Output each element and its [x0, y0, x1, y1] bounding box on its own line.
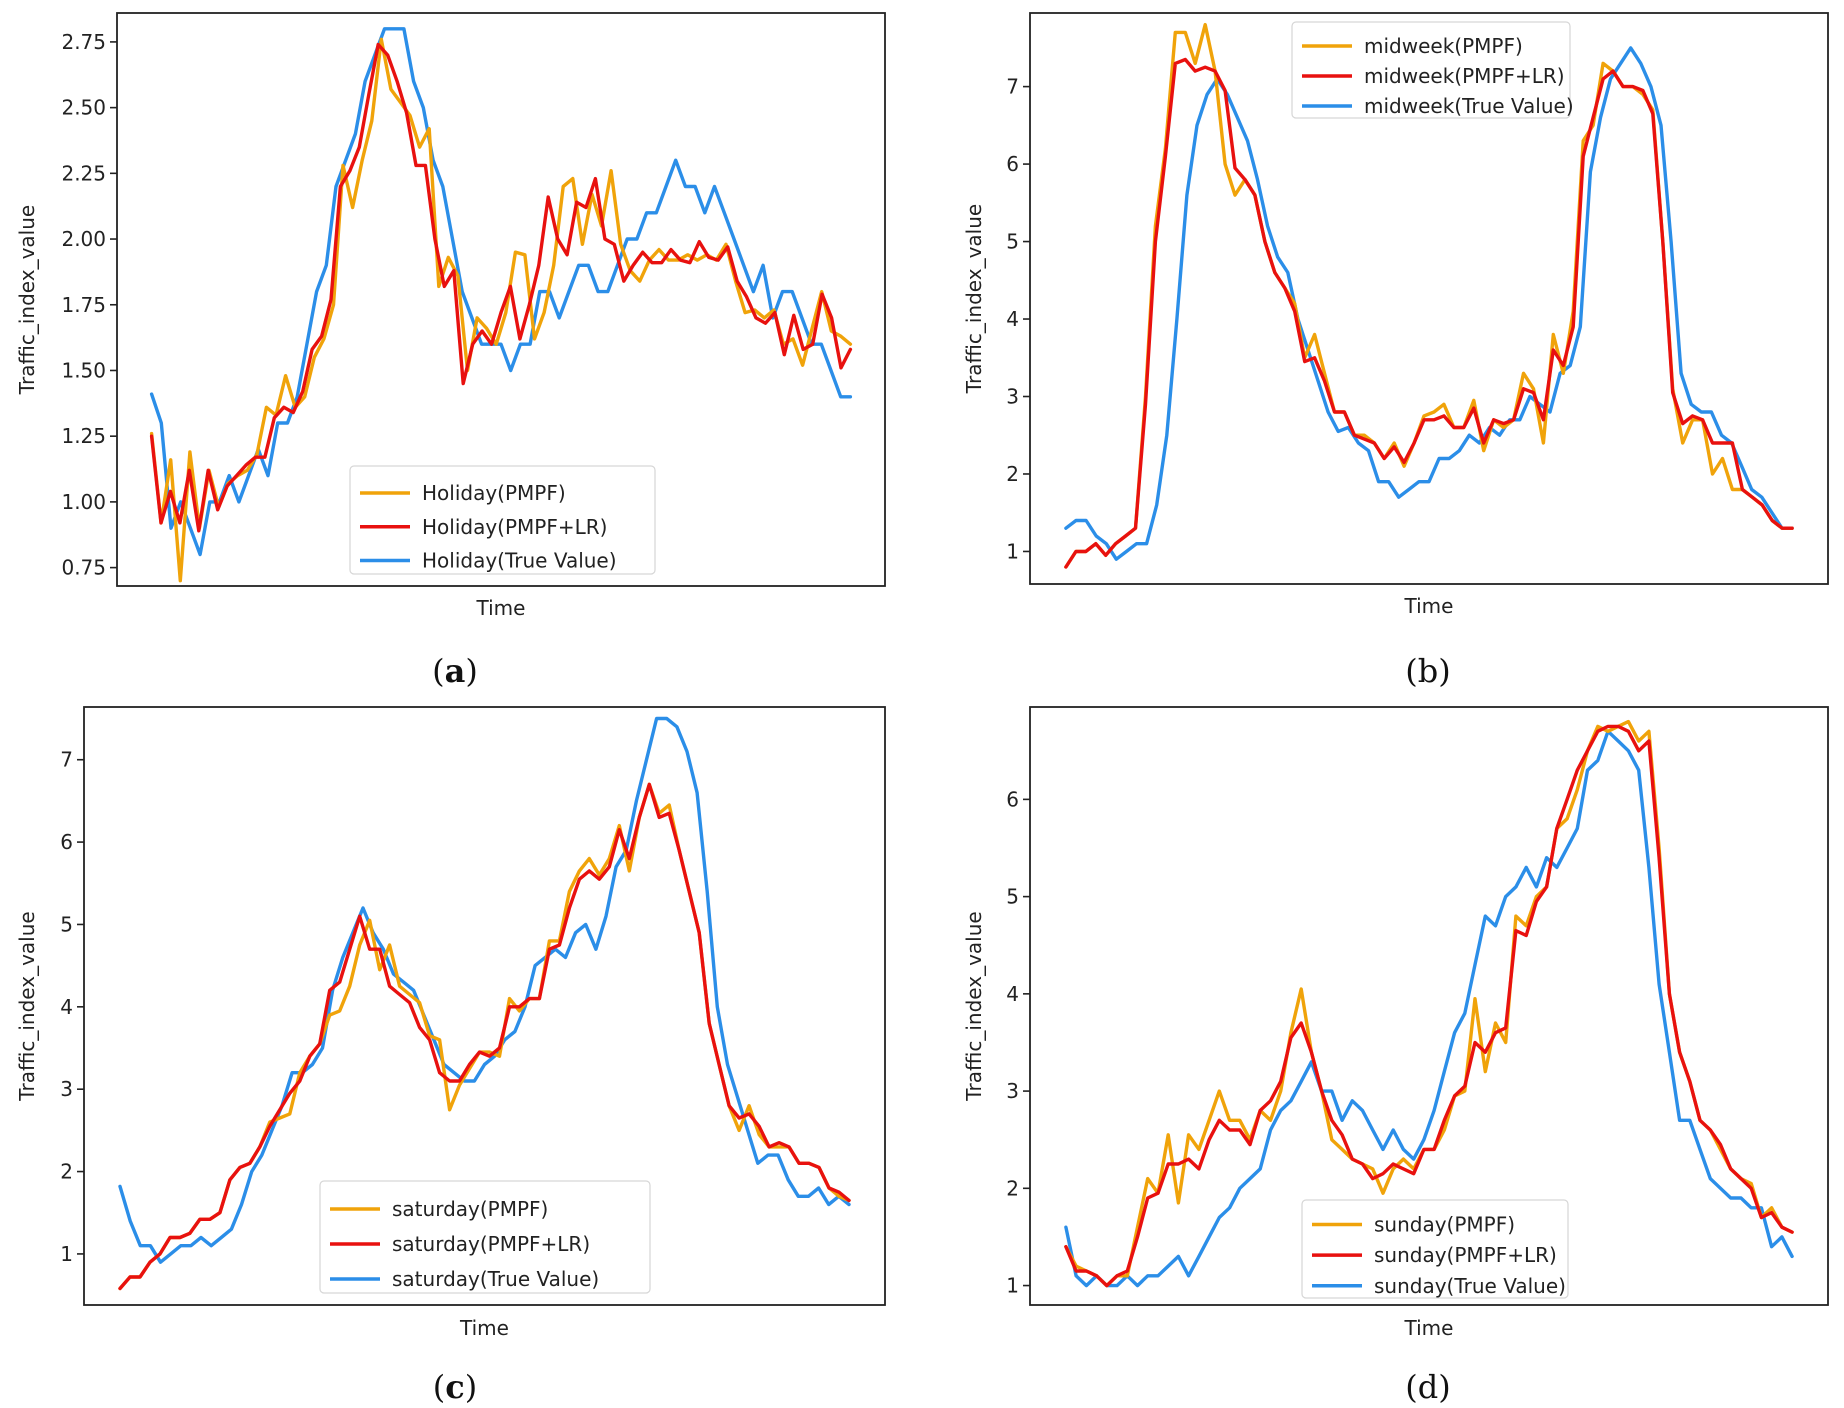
y-tick-label: 2.00: [61, 227, 106, 251]
y-tick-label: 1: [1006, 1274, 1019, 1298]
series-line-2: [1064, 729, 1794, 1288]
caption-close-paren: ): [465, 1368, 477, 1406]
caption-close-paren: ): [1438, 1368, 1450, 1406]
y-tick-label: 7: [60, 748, 73, 772]
caption-open-paren: (: [1405, 1368, 1417, 1406]
caption-letter: c: [445, 1368, 464, 1406]
y-axis-label: Traffic_index_value: [962, 204, 986, 394]
y-tick-label: 5: [60, 912, 73, 936]
y-tick-label: 2: [60, 1160, 73, 1184]
series-line-1: [149, 42, 853, 533]
legend-label-1: Holiday(PMPF+LR): [422, 515, 607, 539]
y-tick-label: 2: [1006, 462, 1019, 486]
y-tick-label: 6: [60, 830, 73, 854]
legend: midweek(PMPF) midweek(PMPF+LR) midweek(Tru…: [1291, 21, 1574, 119]
y-tick-label: 3: [1006, 385, 1019, 409]
y-tick-label: 3: [60, 1077, 73, 1101]
y-tick-label: 5: [1006, 885, 1019, 909]
legend-label-2: sunday(True Value): [1374, 1274, 1566, 1298]
x-axis-label: Time: [1404, 594, 1454, 618]
y-tick-label: 6: [1006, 787, 1019, 811]
series-line-2: [149, 27, 853, 557]
caption-close-paren: ): [465, 652, 477, 690]
y-tick-label: 2.75: [61, 30, 106, 54]
y-tick-label: 1.00: [61, 490, 106, 514]
legend: Holiday(PMPF) Holiday(PMPF+LR) Holiday(Tru…: [349, 465, 656, 575]
caption-open-paren: (: [432, 652, 444, 690]
legend-label-0: sunday(PMPF): [1374, 1213, 1515, 1237]
chart-panel-d: 123456sunday(PMPF)sunday(PMPF+LR)sunday(…: [962, 706, 1829, 1406]
y-tick-label: 4: [1006, 307, 1019, 331]
series-line-1: [1064, 57, 1794, 569]
legend-label-1: midweek(PMPF+LR): [1364, 64, 1565, 88]
y-tick-label: 2: [1006, 1176, 1019, 1200]
y-tick-label: 5: [1006, 230, 1019, 254]
y-tick-label: 3: [1006, 1079, 1019, 1103]
y-tick-label: 1: [60, 1242, 73, 1266]
legend-label-2: saturday(True Value): [392, 1267, 599, 1291]
plot-frame: [1029, 12, 1829, 585]
y-tick-label: 2.50: [61, 96, 106, 120]
caption-letter: d: [1418, 1368, 1438, 1406]
y-tick-label: 4: [60, 995, 73, 1019]
plot-frame: [116, 12, 886, 587]
legend-box: [349, 465, 656, 575]
legend-label-2: midweek(True Value): [1364, 94, 1574, 118]
panel-caption: (b): [1405, 652, 1450, 690]
x-axis-label: Time: [1404, 1316, 1454, 1340]
series-line-1: [118, 782, 851, 1291]
y-axis-label: Traffic_index_value: [962, 911, 986, 1101]
chart-panel-a: 0.75 1.00 1.25 1.50 1.75 2.00 2.25 2.50 2.75 Holi…: [15, 12, 886, 690]
series-line-2: [1064, 46, 1794, 561]
chart-panel-b: 1234567midweek(PMPF)midweek(PMPF+LR)midw…: [962, 12, 1829, 690]
caption-letter: b: [1418, 652, 1438, 690]
y-axis-label: Traffic_index_value: [15, 205, 39, 395]
legend-label-0: Holiday(PMPF): [422, 481, 566, 505]
series-line-1: [1064, 724, 1794, 1288]
y-tick-label: 1.50: [61, 358, 106, 382]
y-tick-label: 1.75: [61, 293, 106, 317]
plot-frame: [1029, 706, 1829, 1306]
y-tick-label: 1: [1006, 539, 1019, 563]
y-tick-label: 7: [1006, 75, 1019, 99]
legend-label-0: saturday(PMPF): [392, 1197, 548, 1221]
legend-box: [1301, 1199, 1569, 1299]
x-axis-label: Time: [459, 1316, 509, 1340]
chart-panel-c: 1234567saturday(PMPF)saturday(PMPF+LR)sa…: [15, 706, 886, 1406]
x-axis-label: Time: [476, 596, 526, 620]
y-tick-label: 0.75: [61, 556, 106, 580]
legend-label-2: Holiday(True Value): [422, 549, 617, 573]
legend-label-0: midweek(PMPF): [1364, 34, 1523, 58]
panel-caption: (c): [433, 1368, 477, 1406]
y-tick-label: 4: [1006, 982, 1019, 1006]
caption-letter: a: [445, 652, 466, 690]
legend-box: [319, 1180, 651, 1294]
legend-box: [1291, 21, 1571, 119]
caption-close-paren: ): [1438, 652, 1450, 690]
y-tick-label: 1.25: [61, 424, 106, 448]
legend-label-1: sunday(PMPF+LR): [1374, 1243, 1557, 1267]
y-axis-label: Traffic_index_value: [15, 911, 39, 1101]
legend: saturday(PMPF) saturday(PMPF+LR) saturday(…: [319, 1180, 651, 1294]
caption-open-paren: (: [433, 1368, 445, 1406]
legend: sunday(PMPF) sunday(PMPF+LR) sunday(True V…: [1301, 1199, 1569, 1299]
plot-frame: [83, 706, 886, 1306]
panel-caption: (a): [432, 652, 478, 690]
y-tick-label: 2.25: [61, 161, 106, 185]
series-line-2: [118, 716, 851, 1264]
panel-caption: (d): [1405, 1368, 1450, 1406]
caption-open-paren: (: [1405, 652, 1417, 690]
legend-label-1: saturday(PMPF+LR): [392, 1232, 590, 1256]
y-tick-label: 6: [1006, 152, 1019, 176]
